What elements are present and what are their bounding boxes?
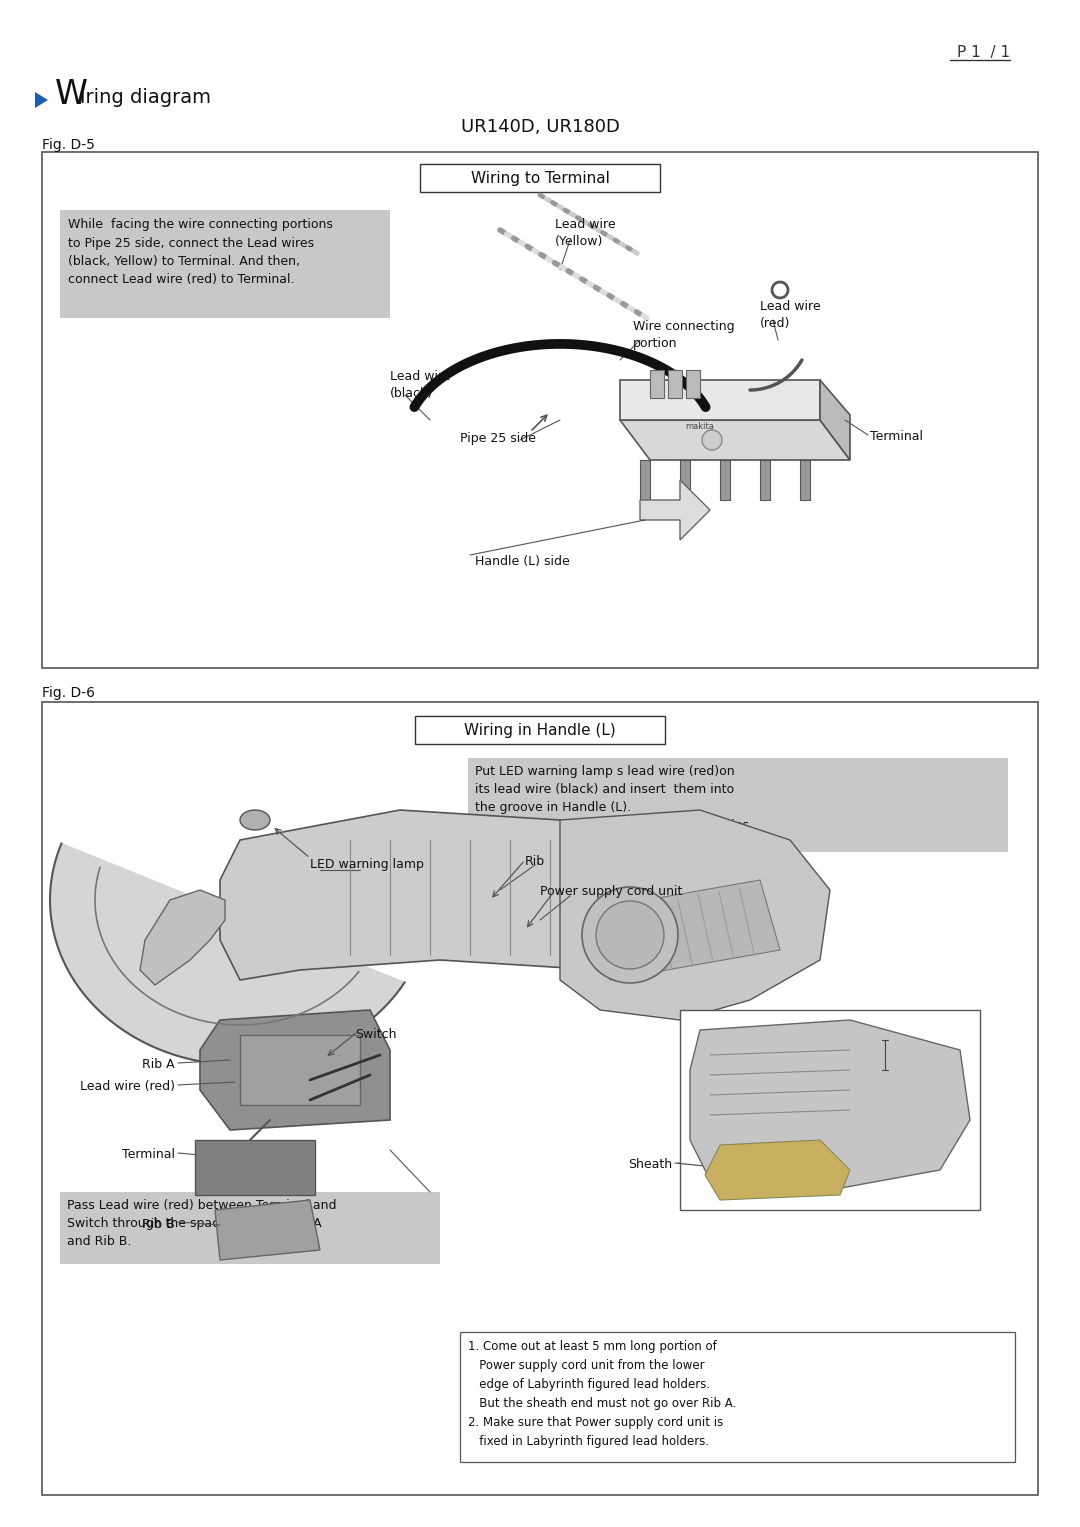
- Text: Put LED warning lamp s lead wire (red)on
its lead wire (black) and insert  them : Put LED warning lamp s lead wire (red)on…: [475, 765, 750, 832]
- Text: Rib A: Rib A: [143, 1058, 175, 1070]
- Polygon shape: [50, 843, 405, 1064]
- Text: While  facing the wire connecting portions
to Pipe 25 side, connect the Lead wir: While facing the wire connecting portion…: [68, 218, 333, 287]
- Polygon shape: [690, 1020, 970, 1190]
- Text: 1. Come out at least 5 mm long portion of
   Power supply cord unit from the low: 1. Come out at least 5 mm long portion o…: [468, 1341, 737, 1448]
- Text: Pipe 25 side: Pipe 25 side: [460, 432, 536, 444]
- Text: Lead wire
(red): Lead wire (red): [760, 299, 821, 330]
- Polygon shape: [620, 420, 850, 460]
- Text: Terminal: Terminal: [122, 1148, 175, 1161]
- Polygon shape: [220, 809, 760, 980]
- Text: Wiring to Terminal: Wiring to Terminal: [471, 171, 609, 185]
- Bar: [720, 460, 730, 499]
- Bar: [42, 153, 1038, 667]
- Text: Handle (L) side: Handle (L) side: [475, 554, 570, 568]
- Text: UR140D, UR180D: UR140D, UR180D: [460, 118, 620, 136]
- Text: Fig. D-5: Fig. D-5: [42, 137, 95, 153]
- Text: Rib: Rib: [525, 855, 545, 867]
- Text: Wire connecting
portion: Wire connecting portion: [633, 321, 734, 350]
- Polygon shape: [35, 92, 48, 108]
- Polygon shape: [705, 1141, 850, 1200]
- Bar: [460, 1332, 1015, 1461]
- Circle shape: [702, 431, 723, 450]
- Polygon shape: [140, 890, 225, 985]
- Polygon shape: [820, 380, 850, 460]
- FancyBboxPatch shape: [195, 1141, 315, 1196]
- Circle shape: [596, 901, 664, 970]
- Bar: [760, 460, 770, 499]
- Text: makita: makita: [686, 421, 715, 431]
- Text: Pass Lead wire (red) between Terminal and
Switch through the space between Rib A: Pass Lead wire (red) between Terminal an…: [67, 1199, 337, 1248]
- Bar: [415, 716, 665, 744]
- Bar: [640, 460, 650, 499]
- Bar: [42, 702, 1038, 1495]
- Bar: [60, 211, 390, 318]
- Text: Sheath: Sheath: [627, 1157, 672, 1171]
- Bar: [420, 163, 660, 192]
- Text: Lead wire (red): Lead wire (red): [80, 1080, 175, 1093]
- Polygon shape: [561, 809, 831, 1020]
- Bar: [60, 1193, 440, 1264]
- Text: Rib B: Rib B: [143, 1219, 175, 1231]
- Bar: [800, 460, 810, 499]
- Text: Wiring in Handle (L): Wiring in Handle (L): [464, 722, 616, 738]
- Text: Terminal: Terminal: [870, 431, 923, 443]
- Polygon shape: [590, 880, 780, 980]
- Bar: [669, 370, 681, 399]
- Polygon shape: [620, 380, 820, 420]
- Text: W: W: [55, 78, 87, 111]
- Text: Fig. D-6: Fig. D-6: [42, 686, 95, 699]
- Bar: [650, 370, 664, 399]
- Circle shape: [582, 887, 678, 983]
- Text: P 1  / 1: P 1 / 1: [957, 44, 1010, 60]
- Ellipse shape: [240, 809, 270, 831]
- Bar: [240, 1035, 360, 1106]
- Text: LED warning lamp: LED warning lamp: [310, 858, 423, 870]
- Polygon shape: [640, 479, 710, 541]
- Bar: [680, 1009, 980, 1209]
- Text: Switch: Switch: [355, 1028, 396, 1041]
- Bar: [686, 370, 700, 399]
- Text: Power supply cord unit: Power supply cord unit: [540, 886, 683, 898]
- Polygon shape: [200, 1009, 390, 1130]
- Text: at least
5 mm: at least 5 mm: [895, 1040, 942, 1070]
- Text: Lead wire
(black): Lead wire (black): [390, 370, 450, 400]
- Text: iring diagram: iring diagram: [80, 89, 211, 107]
- Bar: [468, 757, 1008, 852]
- Polygon shape: [215, 1200, 320, 1260]
- Bar: [680, 460, 690, 499]
- Text: Rib: Rib: [762, 1019, 782, 1031]
- Text: Lead wire
(Yellow): Lead wire (Yellow): [555, 218, 616, 247]
